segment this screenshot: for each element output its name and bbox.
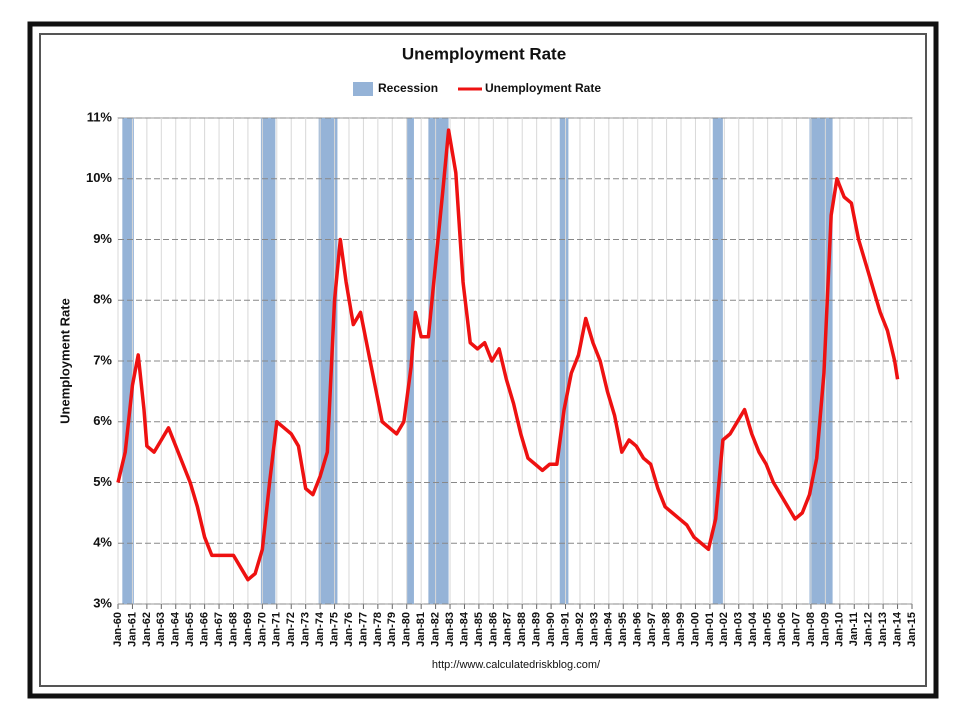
x-tick-label: Jan-00 — [689, 612, 701, 647]
x-tick-label: Jan-61 — [126, 612, 138, 647]
x-tick-label: Jan-98 — [660, 612, 672, 647]
x-tick-label: Jan-95 — [617, 612, 629, 647]
y-tick-label: 10% — [86, 170, 112, 185]
x-tick-label: Jan-02 — [718, 612, 730, 647]
y-tick-label: 3% — [93, 595, 112, 610]
legend-label: Unemployment Rate — [485, 81, 601, 95]
x-tick-label: Jan-69 — [242, 612, 254, 647]
x-tick-label: Jan-73 — [300, 612, 312, 647]
x-tick-label: Jan-79 — [386, 612, 398, 647]
x-tick-label: Jan-86 — [487, 612, 499, 647]
y-tick-label: 8% — [93, 292, 112, 307]
x-tick-label: Jan-96 — [632, 612, 644, 647]
x-tick-label: Jan-68 — [227, 612, 239, 647]
x-tick-label: Jan-09 — [819, 612, 831, 647]
x-tick-label: Jan-10 — [834, 612, 846, 647]
x-tick-label: Jan-76 — [343, 612, 355, 647]
x-tick-label: Jan-97 — [646, 612, 658, 647]
x-tick-label: Jan-84 — [458, 611, 470, 647]
y-tick-label: 7% — [93, 352, 112, 367]
x-tick-label: Jan-14 — [891, 611, 903, 647]
x-tick-label: Jan-85 — [473, 612, 485, 647]
data-line — [116, 128, 900, 582]
y-tick-label: 6% — [93, 413, 112, 428]
x-tick-label: Jan-15 — [906, 612, 918, 647]
y-axis-label: Unemployment Rate — [57, 298, 72, 424]
x-tick-label: Jan-63 — [155, 612, 167, 647]
x-tick-label: Jan-87 — [502, 612, 514, 647]
x-tick-label: Jan-90 — [545, 612, 557, 647]
x-tick-label: Jan-74 — [314, 611, 326, 647]
x-tick-label: Jan-92 — [574, 612, 586, 647]
x-tick-label: Jan-13 — [877, 612, 889, 647]
x-tick-label: Jan-65 — [184, 612, 196, 647]
x-tick-label: Jan-91 — [559, 612, 571, 647]
x-tick-label: Jan-06 — [776, 612, 788, 647]
x-tick-label: Jan-67 — [213, 612, 225, 647]
x-tick-label: Jan-66 — [199, 612, 211, 647]
x-tick-label: Jan-05 — [762, 612, 774, 647]
x-tick-label: Jan-71 — [271, 612, 283, 647]
x-tick-label: Jan-81 — [415, 612, 427, 647]
legend-label: Recession — [378, 81, 438, 95]
x-tick-label: Jan-99 — [675, 612, 687, 647]
x-tick-label: Jan-03 — [733, 612, 745, 647]
x-tick-label: Jan-89 — [531, 612, 543, 647]
x-tick-label: Jan-93 — [588, 612, 600, 647]
x-tick-label: Jan-60 — [112, 612, 124, 647]
x-tick-label: Jan-75 — [328, 612, 340, 647]
x-tick-label: Jan-12 — [863, 612, 875, 647]
chart-title: Unemployment Rate — [402, 44, 566, 63]
y-tick-label: 9% — [93, 231, 112, 246]
x-tick-label: Jan-72 — [285, 612, 297, 647]
x-tick-label: Jan-94 — [603, 611, 615, 647]
x-tick-label: Jan-11 — [848, 612, 860, 646]
x-tick-label: Jan-64 — [170, 611, 182, 647]
x-tick-label: Jan-07 — [790, 612, 802, 647]
legend-swatch — [353, 82, 373, 96]
x-tick-label: Jan-77 — [357, 612, 369, 647]
source: http://www.calculatedriskblog.com/ — [432, 659, 601, 671]
x-tick-label: Jan-01 — [704, 612, 716, 647]
y-tick-label: 5% — [93, 474, 112, 489]
x-tick-label: Jan-62 — [141, 612, 153, 647]
x-tick-label: Jan-88 — [516, 612, 528, 647]
x-tick-label: Jan-83 — [444, 612, 456, 647]
y-tick-label: 11% — [87, 109, 113, 124]
x-tick-label: Jan-04 — [747, 611, 759, 647]
y-tick-label: 4% — [93, 535, 112, 550]
x-tick-label: Jan-78 — [372, 612, 384, 647]
x-tick-label: Jan-70 — [256, 612, 268, 647]
x-tick-label: Jan-82 — [430, 612, 442, 647]
x-tick-label: Jan-08 — [805, 612, 817, 647]
x-tick-label: Jan-80 — [401, 612, 413, 647]
